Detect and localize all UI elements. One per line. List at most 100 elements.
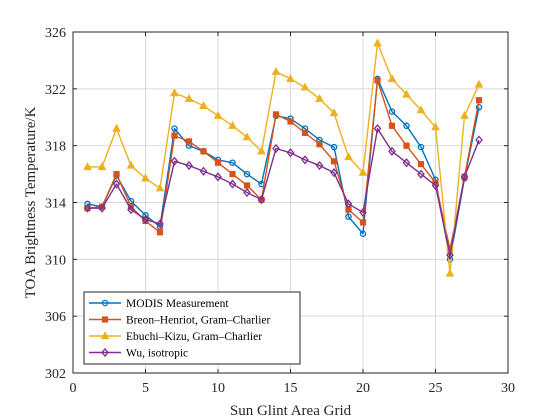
data-point — [416, 105, 426, 114]
legend-marker — [101, 299, 109, 307]
data-point — [156, 219, 164, 229]
data-point — [185, 138, 193, 145]
data-point — [243, 187, 251, 198]
data-point — [199, 166, 208, 176]
data-point — [286, 148, 295, 158]
legend-item: Breon–Henriot, Gram–Charlier — [89, 315, 271, 327]
data-point — [83, 203, 92, 213]
data-point — [229, 170, 236, 178]
y-tick-label: 306 — [45, 310, 66, 325]
series-ebuchi-kizu-gram-charlier — [83, 38, 484, 277]
y-tick-label: 314 — [45, 197, 66, 212]
data-point — [358, 167, 368, 176]
data-point — [388, 108, 396, 115]
data-point — [403, 142, 410, 149]
data-point — [170, 88, 179, 97]
data-point — [171, 125, 178, 132]
data-point — [344, 199, 353, 209]
data-point — [431, 180, 440, 191]
data-point — [83, 162, 92, 171]
data-point — [127, 204, 135, 215]
data-point — [286, 74, 295, 82]
data-point — [374, 77, 381, 84]
x-tick-label: 25 — [429, 381, 443, 396]
data-point — [300, 82, 310, 91]
data-point — [345, 213, 352, 220]
data-point — [113, 170, 120, 178]
data-point — [446, 250, 454, 260]
data-point — [445, 268, 455, 277]
legend-marker — [101, 347, 109, 358]
data-point — [214, 172, 222, 182]
legend-marker — [101, 316, 109, 323]
data-point — [214, 159, 222, 166]
axes: 0 5 10 15 20 25 30 302 306 310 314 318 322 326 — [45, 26, 515, 396]
data-point — [475, 104, 483, 111]
data-point — [388, 146, 396, 156]
y-tick-label: 326 — [45, 26, 66, 41]
data-point — [257, 146, 266, 155]
data-point — [315, 93, 324, 102]
data-point — [112, 179, 121, 189]
data-point — [417, 161, 425, 168]
data-point — [271, 66, 281, 75]
data-point — [359, 219, 367, 226]
data-point — [171, 132, 178, 139]
y-axis-title: TOA Brightness Temperature/K — [23, 106, 39, 298]
data-point — [170, 156, 179, 166]
data-point — [402, 89, 411, 98]
data-point — [200, 148, 207, 155]
data-point — [141, 214, 150, 225]
legend: MODIS Measurement Breon–Henriot, Gram–Cha… — [83, 291, 301, 365]
y-tick-label: 318 — [45, 140, 66, 155]
data-point — [388, 122, 396, 129]
data-point — [98, 203, 106, 213]
legend-label: Wu, isotropic — [126, 348, 188, 360]
data-point — [229, 159, 236, 166]
data-point — [228, 120, 237, 129]
x-tick-label: 15 — [284, 381, 298, 396]
x-tick-label: 0 — [70, 381, 77, 396]
legend-item: Wu, isotropic — [89, 348, 188, 360]
data-point — [287, 118, 294, 125]
data-point — [330, 143, 338, 151]
series-line — [87, 79, 480, 251]
data-point — [141, 173, 150, 182]
data-point — [403, 122, 410, 130]
data-point — [156, 229, 164, 236]
data-point — [330, 168, 338, 178]
data-point — [257, 195, 266, 205]
series-group — [83, 38, 484, 277]
data-point — [359, 230, 367, 238]
y-tick-label: 322 — [45, 83, 66, 98]
x-axis-title: Sun Glint Area Grid — [230, 403, 352, 419]
x-tick-label: 10 — [211, 381, 225, 396]
data-point — [272, 143, 280, 154]
series-wu-isotropic — [83, 124, 483, 260]
data-point — [387, 74, 397, 82]
data-point — [243, 182, 251, 189]
data-point — [126, 160, 136, 169]
data-point — [330, 158, 338, 165]
data-point — [243, 170, 251, 178]
data-point — [272, 111, 280, 118]
data-point — [417, 143, 425, 151]
data-point — [359, 207, 367, 218]
data-point — [228, 179, 237, 189]
data-point — [475, 97, 483, 104]
data-point — [431, 122, 440, 131]
legend-marker — [100, 331, 110, 340]
data-point — [329, 108, 339, 117]
data-point — [373, 124, 382, 134]
data-point — [199, 101, 208, 109]
data-point — [460, 110, 469, 119]
data-point — [301, 155, 309, 165]
data-point — [460, 172, 469, 182]
y-tick-label: 302 — [45, 367, 66, 382]
data-point — [417, 169, 425, 179]
x-tick-label: 20 — [356, 381, 370, 396]
data-point — [344, 152, 353, 161]
y-tick-label: 310 — [45, 253, 66, 268]
